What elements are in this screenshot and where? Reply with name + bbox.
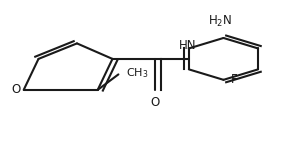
Text: F: F: [231, 73, 237, 86]
Text: O: O: [12, 83, 21, 96]
Text: HN: HN: [179, 39, 197, 52]
Text: H$_2$N: H$_2$N: [208, 14, 233, 29]
Text: O: O: [151, 96, 160, 109]
Text: CH$_3$: CH$_3$: [126, 66, 148, 80]
